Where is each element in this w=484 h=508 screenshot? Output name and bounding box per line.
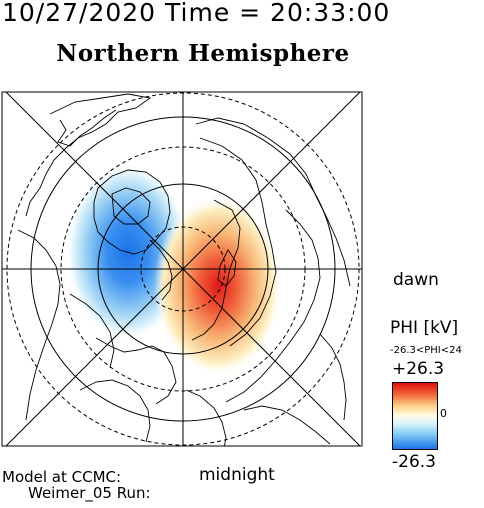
midnight-label: midnight	[199, 465, 275, 485]
model-label: Model at CCMC:	[2, 468, 122, 486]
legend-range: -26.3<PHI<24	[390, 345, 462, 356]
timestamp: 10/27/2020 Time = 20:33:00	[2, 0, 391, 27]
colorbar	[392, 382, 438, 450]
run-label: Weimer_05 Run:	[28, 484, 151, 502]
positive-potential-cell	[154, 196, 282, 376]
legend-title: PHI [kV]	[390, 318, 459, 338]
meridian	[5, 92, 361, 446]
coastlines	[17, 93, 351, 446]
polar-map	[1, 91, 363, 447]
legend-max-value: +26.3	[392, 359, 445, 379]
plot-title: Northern Hemisphere	[56, 40, 350, 67]
legend-mid-value: 0	[440, 407, 447, 420]
dawn-label: dawn	[393, 270, 439, 290]
legend-min-value: -26.3	[392, 452, 436, 472]
